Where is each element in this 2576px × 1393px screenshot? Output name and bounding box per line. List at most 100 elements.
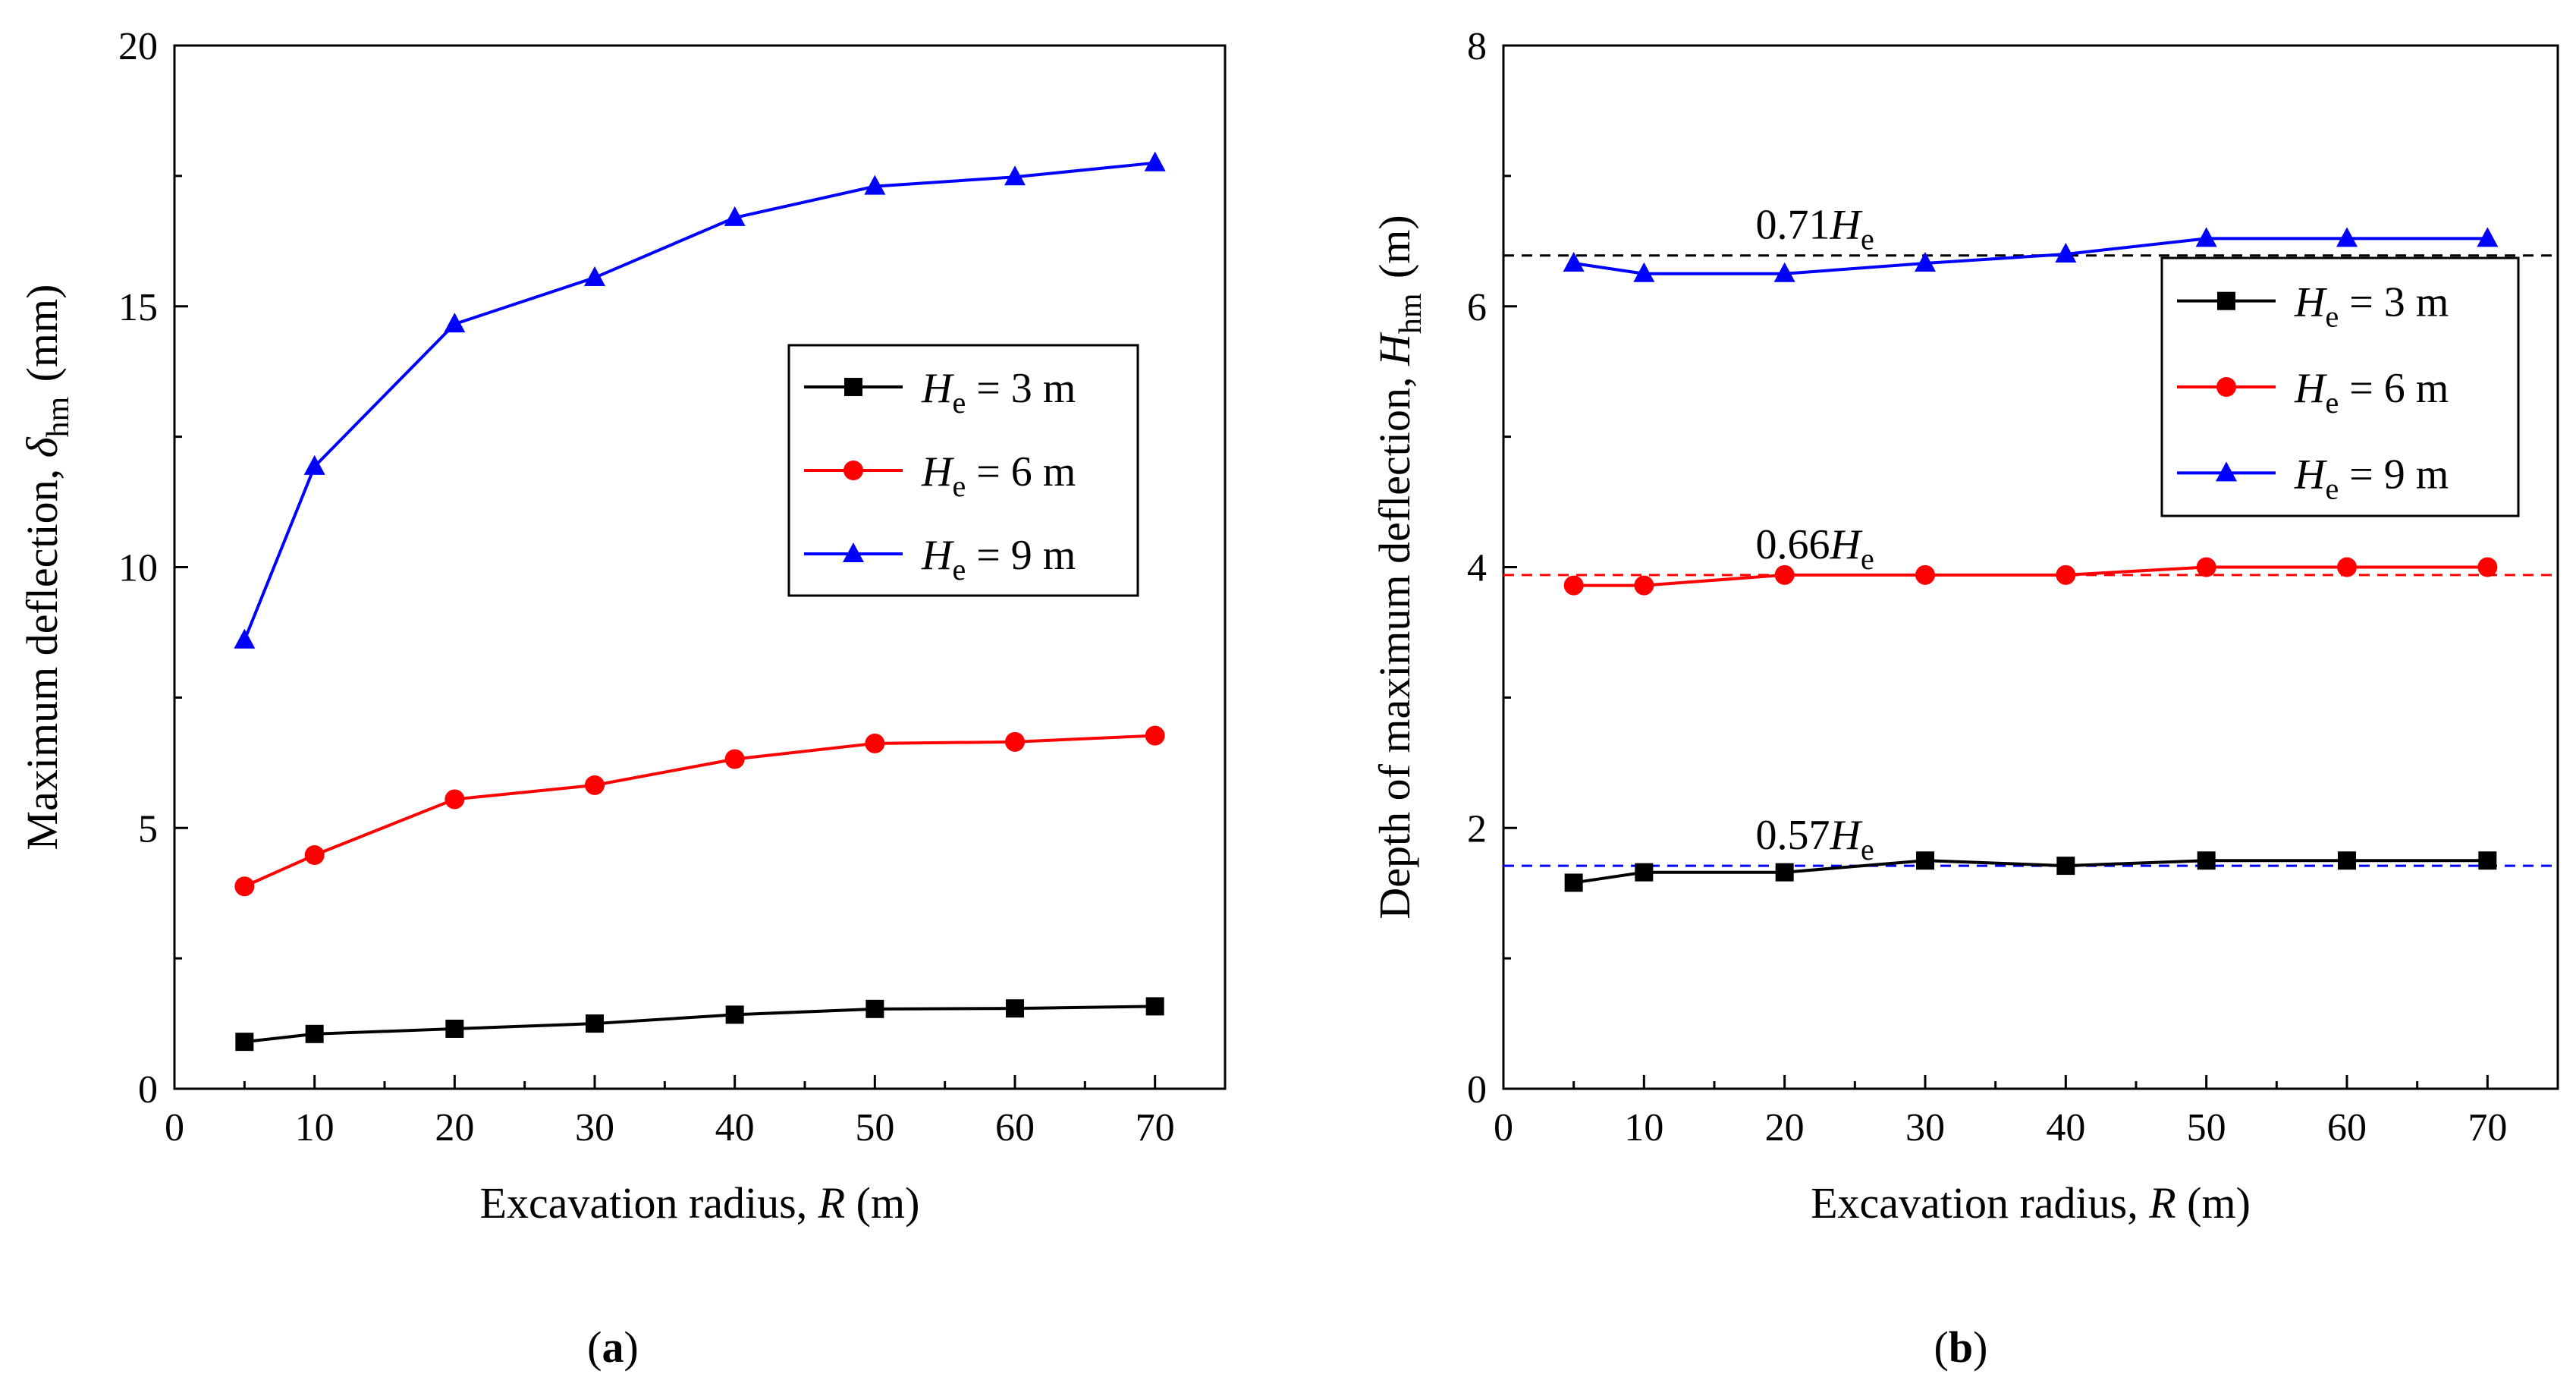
data-point <box>234 628 256 649</box>
data-point <box>1773 262 1795 282</box>
legend-marker <box>843 461 863 480</box>
legend-marker <box>844 378 862 396</box>
data-point <box>1145 725 1165 746</box>
data-point <box>864 175 886 195</box>
data-point <box>303 454 325 475</box>
y-tick-label: 6 <box>1467 286 1487 329</box>
data-point <box>2338 851 2356 870</box>
x-tick-label: 40 <box>2046 1106 2085 1149</box>
data-point <box>585 775 605 795</box>
data-point <box>1563 575 1584 596</box>
data-point <box>2056 564 2076 585</box>
series-0 <box>235 997 1164 1052</box>
legend-label: He = 3 m <box>2294 279 2449 334</box>
legend-label: He = 6 m <box>2294 365 2449 420</box>
data-point <box>1633 262 1655 282</box>
x-tick-label: 30 <box>1905 1106 1945 1149</box>
data-point <box>1634 575 1654 596</box>
data-point <box>584 266 605 286</box>
data-point <box>1775 863 1794 882</box>
series-2 <box>1563 227 2499 282</box>
data-point <box>1635 863 1654 882</box>
data-point <box>2196 557 2216 577</box>
series-1 <box>234 725 1165 897</box>
data-point <box>304 845 325 865</box>
data-point <box>2197 851 2216 870</box>
x-tick-label: 70 <box>1136 1106 1175 1149</box>
reference-line-label: 0.57He <box>1756 812 1874 866</box>
panel-label-a: (a) <box>587 1322 639 1372</box>
data-point <box>1916 851 1934 870</box>
data-point <box>1004 165 1026 186</box>
legend-label: He = 3 m <box>921 365 1076 420</box>
x-tick-label: 50 <box>2187 1106 2226 1149</box>
legend: He = 3 m He = 6 m He = 9 m <box>2160 256 2520 517</box>
x-tick-label: 50 <box>855 1106 894 1149</box>
x-tick-label: 60 <box>995 1106 1035 1149</box>
x-tick-label: 20 <box>1765 1106 1805 1149</box>
series-line <box>243 161 1155 641</box>
data-point <box>2195 227 2217 247</box>
data-point <box>1005 731 1025 752</box>
data-point <box>725 1005 744 1024</box>
legend-marker <box>2216 461 2237 482</box>
x-axis-title: Excavation radius, R (m) <box>1811 1178 2251 1228</box>
data-point <box>1006 999 1024 1018</box>
series-1 <box>1563 557 2498 596</box>
data-point <box>1145 997 1164 1016</box>
legend-label: He = 9 m <box>921 532 1076 586</box>
data-point <box>1563 252 1585 272</box>
x-tick-label: 20 <box>435 1106 474 1149</box>
chart-panel-b: 0 10 20 30 40 50 60 70 0 2 4 6 8 Excavation radius, R… <box>1370 25 2559 1228</box>
y-axis-title: Depth of maximum deflection, Hhm (m) <box>1370 215 1428 919</box>
y-tick-label: 0 <box>138 1068 158 1112</box>
data-point <box>1564 873 1583 892</box>
data-point <box>1915 252 1936 272</box>
data-point <box>2477 557 2498 577</box>
data-point <box>2056 857 2075 876</box>
y-tick-label: 8 <box>1467 25 1487 68</box>
x-tick-label: 0 <box>1494 1106 1513 1149</box>
y-tick-label: 2 <box>1467 807 1487 851</box>
data-point <box>234 876 255 897</box>
data-point <box>2336 227 2358 247</box>
x-axis-title: Excavation radius, R (m) <box>480 1178 920 1228</box>
x-tick-label: 40 <box>715 1106 755 1149</box>
series-0 <box>1564 851 2497 892</box>
y-axis-title: Maximum deflection, δhm (mm) <box>17 285 76 851</box>
legend-marker <box>843 542 864 562</box>
x-tick-label: 70 <box>2468 1106 2507 1149</box>
reference-line-label: 0.66He <box>1756 521 1874 576</box>
data-point <box>235 1033 254 1052</box>
data-point <box>444 313 466 333</box>
legend-label: He = 9 m <box>2294 451 2449 505</box>
x-tick-label: 30 <box>575 1106 614 1149</box>
data-point <box>1144 151 1166 171</box>
y-tick-label: 5 <box>138 807 158 851</box>
data-point <box>724 749 745 769</box>
legend-label: He = 6 m <box>921 448 1076 503</box>
x-tick-label: 10 <box>295 1106 335 1149</box>
y-tick-label: 4 <box>1467 547 1487 590</box>
x-tick-label: 60 <box>2327 1106 2367 1149</box>
series-2 <box>234 151 1166 649</box>
data-point <box>865 733 885 753</box>
series-line <box>1573 859 2488 885</box>
series-line <box>1573 565 2488 587</box>
legend: He = 3 m He = 6 m He = 9 m <box>787 344 1139 597</box>
x-tick-label: 0 <box>165 1106 184 1149</box>
y-tick-label: 10 <box>118 547 158 590</box>
series-line <box>244 1005 1155 1044</box>
y-tick-label: 20 <box>118 25 158 68</box>
data-point <box>586 1014 604 1033</box>
series-line <box>1573 237 2488 275</box>
y-tick-label: 15 <box>118 286 158 329</box>
reference-line-label: 0.71He <box>1756 202 1874 256</box>
data-point <box>2477 227 2499 247</box>
data-point <box>1774 564 1795 585</box>
data-point <box>2478 851 2497 870</box>
panel-label-b: (b) <box>1934 1322 1988 1372</box>
data-point <box>445 789 465 810</box>
series-line <box>243 734 1155 888</box>
